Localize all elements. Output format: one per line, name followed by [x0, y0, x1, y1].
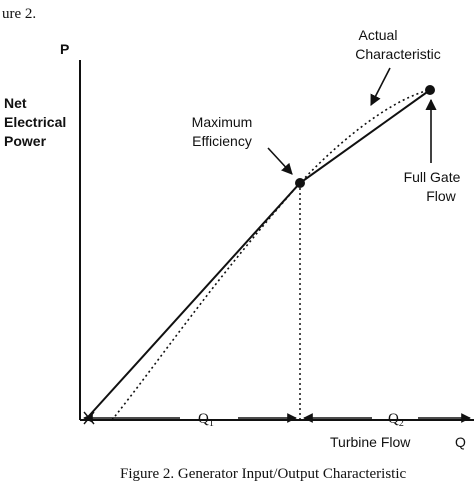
header-text: ure 2.: [2, 6, 36, 22]
actual-characteristic-label-line-1: Actual: [359, 27, 398, 43]
actual-characteristic-label-line-2: Characteristic: [355, 46, 441, 62]
x-axis-symbol: Q: [455, 434, 466, 450]
q1-label-main: Q: [198, 411, 209, 427]
full-gate-flow-label-line-2: Flow: [426, 188, 456, 204]
actual-characteristic-arrow: [370, 67, 391, 106]
maximum-efficiency-arrow: [267, 147, 293, 175]
y-axis-label-line-3: Power: [4, 133, 47, 149]
linear-approximation-line: [87, 89, 431, 418]
q2-label-sub: 2: [399, 418, 404, 429]
q1-label-sub: 1: [209, 418, 214, 429]
maximum-efficiency-label-line-1: Maximum: [192, 114, 253, 130]
actual-characteristic-curve: [111, 89, 431, 421]
x-axis-label: Turbine Flow: [330, 434, 411, 450]
q2-label: Q2: [388, 411, 404, 429]
maximum-efficiency-label-line-2: Efficiency: [192, 133, 252, 149]
full-gate-flow-label-line-1: Full Gate: [404, 169, 461, 185]
full-gate-point: [425, 85, 435, 95]
y-axis-label-line-2: Electrical: [4, 114, 66, 130]
y-axis-label-line-1: Net: [4, 95, 27, 111]
figure-caption: Figure 2. Generator Input/Output Charact…: [120, 466, 407, 482]
q1-label: Q1: [198, 411, 214, 429]
q2-label-main: Q: [388, 411, 399, 427]
origin-tick-2: [83, 411, 95, 425]
y-axis-symbol: P: [60, 41, 69, 57]
